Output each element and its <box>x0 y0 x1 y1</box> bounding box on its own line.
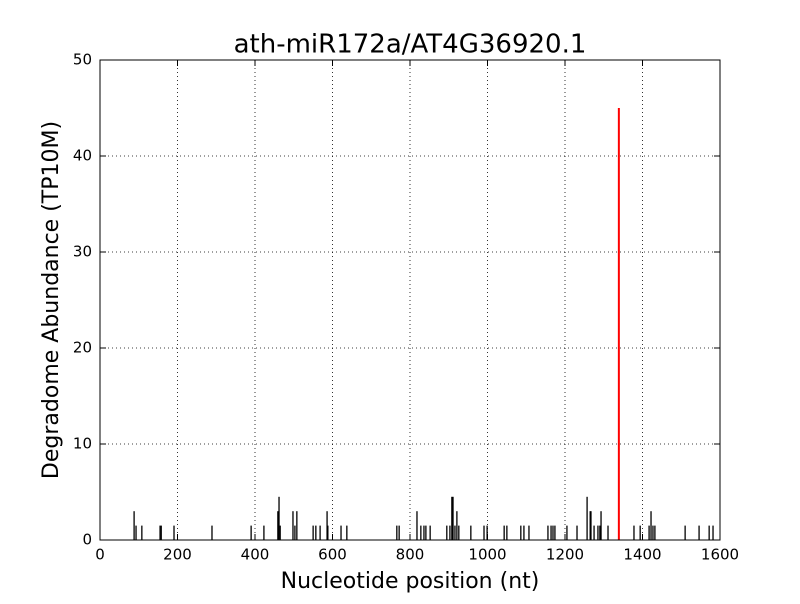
x-tick-label: 200 <box>163 546 192 564</box>
x-axis-label: Nucleotide position (nt) <box>281 569 540 594</box>
plot-frame <box>99 59 721 541</box>
x-tick-label: 1200 <box>546 546 584 564</box>
x-tick-label: 1400 <box>623 546 661 564</box>
x-tick-label: 600 <box>318 546 347 564</box>
y-tick-label: 20 <box>73 339 92 357</box>
x-tick-label: 1600 <box>701 546 739 564</box>
x-tick-label: 400 <box>241 546 270 564</box>
x-tick-label: 800 <box>396 546 425 564</box>
y-tick-label: 30 <box>73 243 92 261</box>
chart-title: ath-miR172a/AT4G36920.1 <box>234 30 587 60</box>
y-tick-label: 10 <box>73 435 92 453</box>
y-tick-label: 50 <box>73 51 92 69</box>
y-tick-label: 0 <box>82 531 92 549</box>
x-tick-label: 0 <box>95 546 105 564</box>
y-tick-label: 40 <box>73 147 92 165</box>
x-tick-label: 1000 <box>468 546 506 564</box>
y-axis-label: Degradome Abundance (TP10M) <box>39 121 64 479</box>
